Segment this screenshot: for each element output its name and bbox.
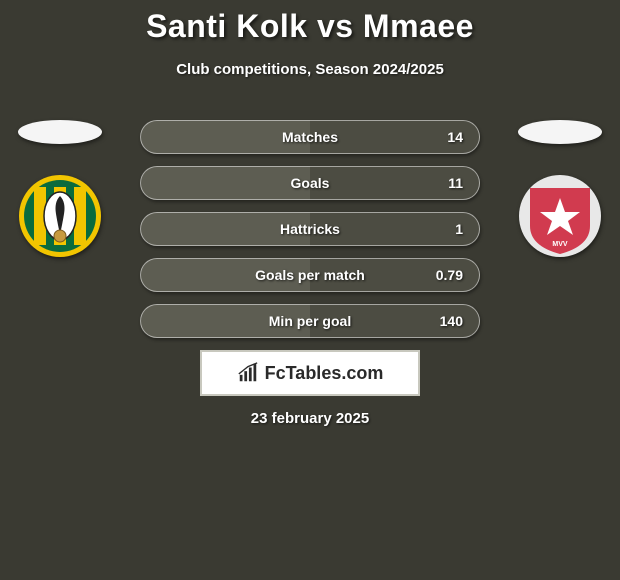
logo-text: FcTables.com [265, 363, 384, 384]
stat-value: 140 [440, 305, 463, 337]
player-right-column: MVV [510, 120, 610, 258]
stat-bar-matches: Matches 14 [140, 120, 480, 154]
player-left-silhouette [18, 120, 102, 144]
page-title: Santi Kolk vs Mmaee [0, 0, 620, 45]
club-badge-right: MVV [518, 174, 602, 258]
stat-label: Hattricks [141, 213, 479, 245]
stat-label: Goals [141, 167, 479, 199]
club-badge-left [18, 174, 102, 258]
stat-bar-goals-per-match: Goals per match 0.79 [140, 258, 480, 292]
subtitle: Club competitions, Season 2024/2025 [0, 61, 620, 78]
player-right-silhouette [518, 120, 602, 144]
mvv-icon: MVV [518, 174, 602, 258]
stat-value: 14 [447, 121, 463, 153]
date-text: 23 february 2025 [0, 410, 620, 427]
stat-value: 0.79 [436, 259, 463, 291]
ado-den-haag-icon [18, 174, 102, 258]
stat-bar-hattricks: Hattricks 1 [140, 212, 480, 246]
stat-value: 11 [448, 167, 463, 199]
stat-label: Min per goal [141, 305, 479, 337]
stat-label: Goals per match [141, 259, 479, 291]
fctables-logo: FcTables.com [200, 350, 420, 396]
stat-bar-min-per-goal: Min per goal 140 [140, 304, 480, 338]
stat-label: Matches [141, 121, 479, 153]
stat-bar-goals: Goals 11 [140, 166, 480, 200]
stat-value: 1 [455, 213, 463, 245]
chart-icon [237, 362, 259, 384]
stats-bars: Matches 14 Goals 11 Hattricks 1 Goals pe… [140, 120, 480, 350]
player-left-column [10, 120, 110, 258]
svg-text:MVV: MVV [552, 241, 568, 248]
